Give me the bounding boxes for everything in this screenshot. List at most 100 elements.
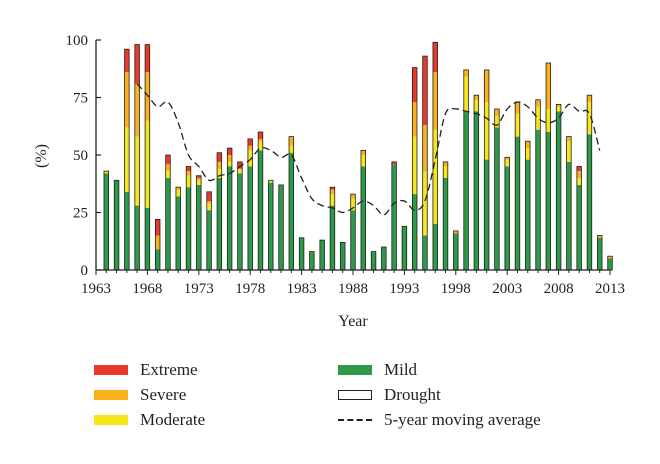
bar-segment-mild-1991 xyxy=(381,247,387,270)
drought-swatch xyxy=(338,390,372,400)
bar-segment-moderate-1986 xyxy=(330,194,335,206)
bar-segment-severe-2010 xyxy=(576,171,582,178)
bar-segment-severe-1996 xyxy=(432,72,438,130)
y-tick-label: 25 xyxy=(73,206,88,222)
bar-segment-moderate-1979 xyxy=(258,141,263,151)
bar-segment-severe-1978 xyxy=(247,145,253,151)
bar-segment-severe-1982 xyxy=(289,136,294,146)
bar-segment-moderate-1994 xyxy=(412,136,417,195)
bar-segment-mild-1996 xyxy=(432,224,438,270)
x-tick-label: 1993 xyxy=(389,281,419,297)
x-tick-label: 1973 xyxy=(184,281,214,297)
bar-segment-mild-1975 xyxy=(217,178,222,270)
moving-average-line xyxy=(136,83,601,216)
x-tick-label: 1963 xyxy=(81,281,111,297)
bar-segment-mild-2000 xyxy=(474,111,479,270)
bar-segment-extreme-1978 xyxy=(247,138,253,146)
bar-segment-mild-2001 xyxy=(484,159,489,270)
bar-segment-mild-1970 xyxy=(165,178,171,270)
bar-segment-extreme-1986 xyxy=(330,187,335,190)
moderate-swatch xyxy=(94,415,128,425)
bar-segment-mild-1993 xyxy=(402,226,407,270)
bar-segment-moderate-1988 xyxy=(350,198,356,211)
bar-segment-mild-1987 xyxy=(340,242,346,270)
bar-segment-moderate-2011 xyxy=(587,102,592,135)
bar-segment-moderate-2010 xyxy=(576,178,582,185)
bar-segment-severe-1968 xyxy=(145,72,150,121)
bars-layer xyxy=(103,41,613,271)
bar-segment-mild-2010 xyxy=(576,184,582,270)
bar-segment-mild-1980 xyxy=(268,182,274,270)
legend: Extreme Severe Moderate Mild Drought 5-y… xyxy=(94,358,634,438)
bar-segment-extreme-1994 xyxy=(412,67,417,103)
legend-label-mild: Mild xyxy=(384,360,418,379)
bar-segment-extreme-1966 xyxy=(124,49,130,73)
bar-segment-severe-2003 xyxy=(504,157,510,160)
moving-average-layer xyxy=(136,83,601,216)
bar-segment-severe-1979 xyxy=(258,138,263,142)
bar-segment-mild-1977 xyxy=(237,173,243,270)
bar-segment-moderate-1976 xyxy=(227,161,232,167)
x-ticks: 1963 1968 1973 1978 1983 1988 1993 1998 2003 2008… xyxy=(81,270,625,297)
bar-segment-mild-1965 xyxy=(114,180,119,270)
bar-segment-mild-1976 xyxy=(227,166,232,270)
bar-segment-mild-1995 xyxy=(422,235,428,270)
x-tick-label: 1968 xyxy=(132,281,162,297)
x-tick-label: 1998 xyxy=(441,281,471,297)
bar-segment-extreme-1992 xyxy=(391,161,397,165)
bar-segment-mild-1969 xyxy=(155,249,160,270)
bar-segment-moderate-2002 xyxy=(494,115,500,128)
bar-segment-moderate-1989 xyxy=(360,155,366,167)
severe-swatch xyxy=(94,390,128,400)
bar-segment-severe-1976 xyxy=(227,155,232,162)
y-axis-title: (%) xyxy=(33,144,50,168)
bar-segment-mild-1974 xyxy=(206,210,212,270)
bar-segment-mild-1964 xyxy=(103,173,109,270)
bar-segment-extreme-1973 xyxy=(196,175,202,178)
bar-segment-mild-1988 xyxy=(350,210,356,270)
legend-item-mild: Mild xyxy=(338,358,417,382)
bar-segment-severe-1969 xyxy=(155,235,160,250)
bar-segment-moderate-2000 xyxy=(474,99,479,112)
bar-segment-severe-2013 xyxy=(607,256,613,259)
bar-segment-severe-2006 xyxy=(535,99,541,107)
bar-segment-severe-1999 xyxy=(463,69,469,77)
bar-segment-moderate-1999 xyxy=(463,76,469,112)
bar-segment-extreme-2010 xyxy=(576,166,582,172)
bar-segment-mild-1972 xyxy=(186,187,191,270)
bar-segment-mild-2012 xyxy=(597,237,603,270)
legend-item-extreme: Extreme xyxy=(94,358,198,382)
bar-segment-mild-2006 xyxy=(535,129,541,270)
legend-item-moderate: Moderate xyxy=(94,408,205,432)
bar-segment-severe-1989 xyxy=(360,150,366,155)
mild-swatch xyxy=(338,365,372,375)
bar-segment-extreme-1995 xyxy=(422,56,428,126)
bar-segment-mild-2007 xyxy=(546,132,551,270)
bar-segment-mild-1971 xyxy=(175,196,181,270)
bar-segment-severe-2009 xyxy=(566,136,572,142)
bar-segment-moderate-1996 xyxy=(432,129,438,224)
bar-segment-mild-1983 xyxy=(299,237,304,270)
y-tick-label: 0 xyxy=(81,263,89,279)
bar-segment-extreme-1969 xyxy=(155,219,160,236)
bar-segment-severe-1970 xyxy=(165,164,171,172)
bar-segment-severe-1966 xyxy=(124,72,130,128)
bar-segment-moderate-1964 xyxy=(103,171,109,174)
bar-segment-extreme-1976 xyxy=(227,148,232,155)
bar-segment-severe-1971 xyxy=(175,187,181,190)
bar-segment-moderate-1997 xyxy=(443,166,448,178)
bar-segment-mild-1982 xyxy=(289,152,294,270)
bar-segment-moderate-1971 xyxy=(175,189,181,197)
y-ticks: 0 25 50 75 100 xyxy=(66,33,101,279)
bar-segment-mild-1999 xyxy=(463,111,469,270)
bar-segment-mild-1998 xyxy=(453,233,459,270)
bar-segment-extreme-1996 xyxy=(432,42,438,73)
legend-label-moderate: Moderate xyxy=(140,410,206,429)
y-tick-label: 75 xyxy=(73,91,88,107)
bar-segment-mild-1967 xyxy=(134,205,140,270)
legend-label-severe: Severe xyxy=(140,385,187,404)
bar-segment-moderate-1978 xyxy=(247,150,253,167)
bar-segment-severe-2002 xyxy=(494,109,500,116)
bar-segment-moderate-1973 xyxy=(196,180,202,185)
